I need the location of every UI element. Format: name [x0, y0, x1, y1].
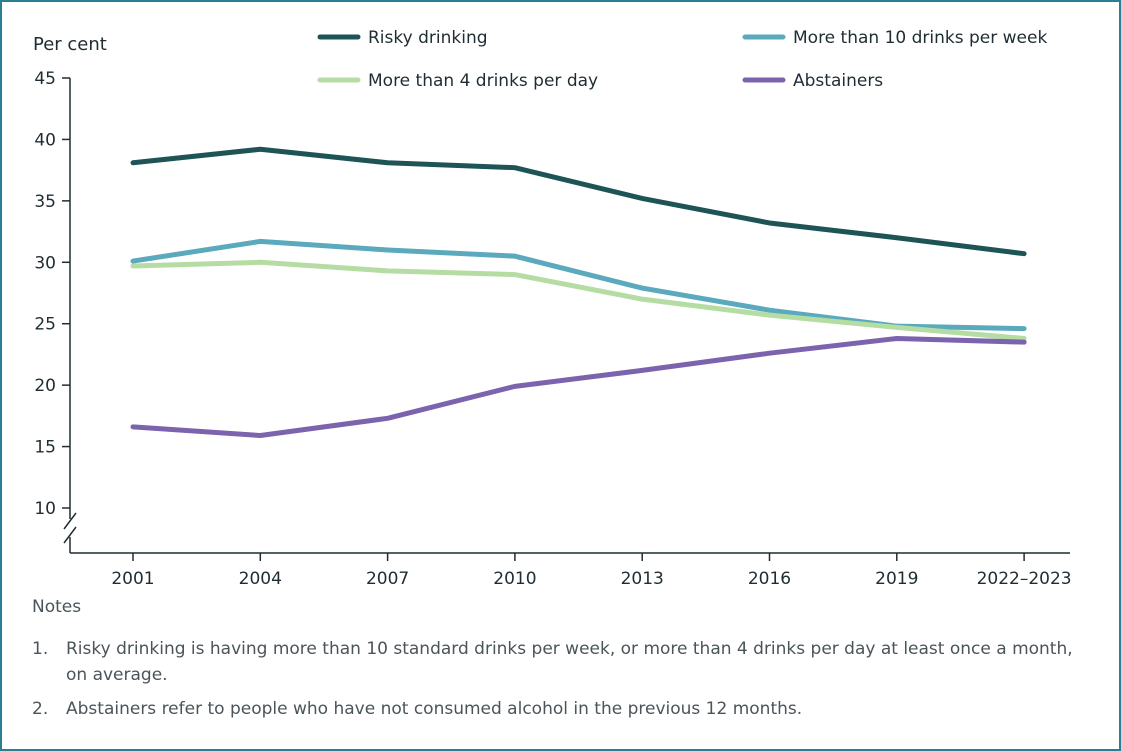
y-axis-label: Per cent [33, 34, 107, 55]
x-tick-label: 2016 [748, 569, 791, 589]
series-line [130, 335, 1027, 439]
x-axis: 2001 2004 2007 2010 2013 2016 2019 2022–2023 [70, 552, 1072, 589]
y-tick-label: 45 [34, 69, 56, 89]
legend: Risky drinking More than 10 drinks per we… [317, 28, 1047, 91]
line-chart: Per cent Risky drinking More than 10 drin… [33, 28, 1072, 589]
legend-label: Abstainers [793, 71, 883, 91]
y-tick-label: 15 [34, 438, 56, 458]
y-tick-label: 20 [34, 376, 56, 396]
x-tick-label: 2022–2023 [977, 569, 1072, 589]
legend-label: Risky drinking [368, 28, 488, 48]
x-tick-label: 2019 [875, 569, 918, 589]
x-tick-label: 2013 [621, 569, 664, 589]
series-group [130, 146, 1027, 439]
notes-title: Notes [32, 597, 82, 617]
series-line [130, 259, 1027, 341]
series-line [130, 146, 1027, 257]
note-number: 1. [32, 639, 49, 659]
y-tick-label: 40 [34, 130, 56, 150]
y-tick-label: 30 [34, 253, 56, 273]
y-axis: 45 40 35 30 25 20 15 10 [34, 69, 77, 553]
x-tick-label: 2004 [239, 569, 282, 589]
y-tick-label: 10 [34, 499, 56, 519]
note-text: Risky drinking is having more than 10 st… [66, 639, 1073, 685]
notes-section: Notes 1. Risky drinking is having more t… [32, 594, 1092, 730]
note-number: 2. [32, 699, 49, 719]
note-item: 2. Abstainers refer to people who have n… [32, 696, 1092, 722]
x-tick-label: 2007 [366, 569, 409, 589]
x-tick-label: 2010 [493, 569, 536, 589]
legend-label: More than 4 drinks per day [368, 71, 598, 91]
x-tick-label: 2001 [111, 569, 154, 589]
axis-break-mark [63, 526, 77, 544]
note-item: 1. Risky drinking is having more than 10… [32, 636, 1092, 688]
axis-break-mark [63, 512, 77, 530]
legend-label: More than 10 drinks per week [793, 28, 1047, 48]
y-tick-label: 25 [34, 315, 56, 335]
note-text: Abstainers refer to people who have not … [66, 699, 803, 719]
y-tick-label: 35 [34, 192, 56, 212]
